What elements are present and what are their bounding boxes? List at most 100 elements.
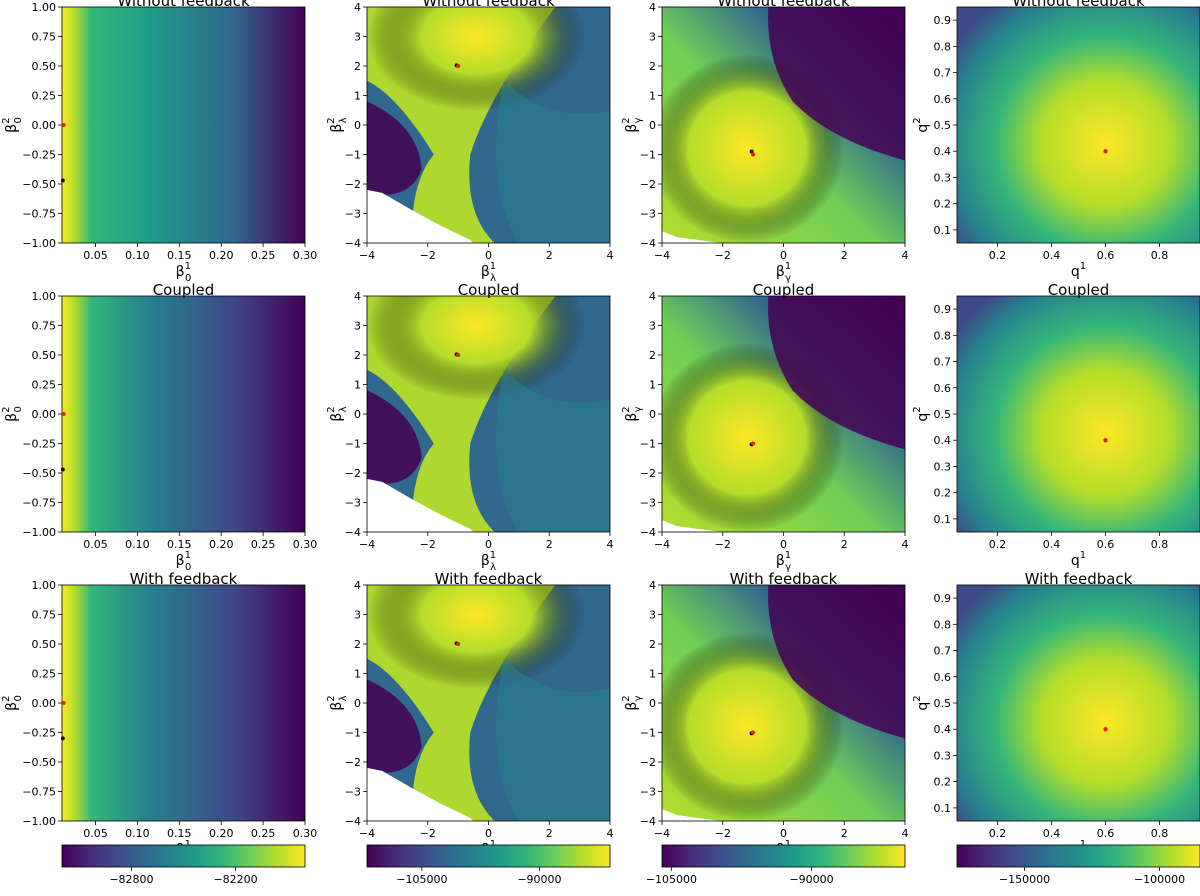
panel-title: Coupled	[753, 281, 815, 299]
x-tick-label: 0	[780, 538, 787, 551]
y-tick-label: 0.25	[32, 668, 57, 681]
x-tick-label: 4	[607, 827, 614, 840]
true-point	[1103, 149, 1108, 154]
x-tick-label: −2	[420, 249, 436, 262]
y-tick-label: 0.8	[934, 618, 952, 631]
y-axis-label: β2γ	[621, 406, 644, 421]
x-tick-label: −2	[420, 538, 436, 551]
y-tick-label: 0.50	[32, 638, 57, 651]
y-tick-label: 4	[354, 290, 361, 303]
y-tick-label: 2	[649, 638, 656, 651]
x-tick-label: −2	[715, 249, 731, 262]
y-tick-label: 4	[354, 579, 361, 592]
y-tick-label: 0.3	[934, 171, 952, 184]
heatmap	[957, 7, 1200, 243]
low-region	[768, 585, 905, 739]
y-tick-label: 3	[649, 609, 656, 622]
y-tick-label: −0.50	[22, 756, 56, 769]
x-tick-label: −2	[715, 538, 731, 551]
colorbar-tick-label: −150000	[999, 873, 1050, 886]
y-tick-label: −2	[640, 178, 656, 191]
panel-title: With feedback	[435, 570, 543, 588]
x-axis-label: q1	[1071, 550, 1086, 569]
y-tick-label: −1	[640, 149, 656, 162]
panel-r1-c3: Coupled 0.2 0.4 0.6 0.8 0.1 0.2 0.3 0.4 0.5 0.6 0.7…	[912, 281, 1200, 569]
x-tick-label: 0.20	[209, 249, 234, 262]
panel-r0-c3: Without feedback 0.2 0.4 0.6 0.8 0.1 0.2 0.3 0.4…	[912, 0, 1200, 280]
colorbar-tick-label: −105000	[646, 873, 697, 886]
low-region	[367, 679, 422, 773]
true-point	[1103, 727, 1108, 732]
y-axis-label: β2λ	[326, 695, 349, 710]
panel-r1-c0: Coupled 0.05 0.10 0.15 0.20 0.25 0.30 −1.00 −0.7…	[1, 281, 317, 573]
x-tick-label: 0.2	[989, 538, 1007, 551]
colorbar-tick-label: −90000	[517, 873, 561, 886]
low-region	[768, 7, 905, 161]
y-axis-label: β2γ	[621, 695, 644, 710]
panel-r0-c0: Without feedback 0.05 0.10 0.15 0.20 0.25 0.30…	[1, 0, 317, 284]
y-tick-label: 0.25	[32, 90, 57, 103]
y-tick-label: 0.5	[934, 119, 952, 132]
y-tick-label: −0.75	[22, 208, 56, 221]
y-tick-label: 0.4	[934, 434, 952, 447]
y-tick-label: −1	[640, 438, 656, 451]
y-tick-label: −0.75	[22, 786, 56, 799]
missing-region	[662, 231, 723, 243]
y-tick-label: 0.50	[32, 349, 57, 362]
x-tick-label: 0.8	[1151, 538, 1169, 551]
y-tick-label: −1	[345, 438, 361, 451]
y-axis-label: q2	[912, 117, 931, 132]
y-tick-label: 0	[354, 408, 361, 421]
y-tick-label: 0.3	[934, 749, 952, 762]
x-tick-label: 2	[841, 249, 848, 262]
mid-region	[495, 369, 610, 532]
y-tick-label: 0.3	[934, 460, 952, 473]
y-tick-label: 2	[649, 349, 656, 362]
y-tick-label: 2	[649, 60, 656, 73]
panel-r0-c2: Without feedback −4 −2 0 2 4 −4 −3 −2 −1 0 1 2 3 4 β1 γ β…	[621, 0, 909, 284]
panel-title: Coupled	[153, 281, 215, 299]
heatmap-field	[62, 296, 305, 532]
y-tick-label: 1	[354, 379, 361, 392]
heatmap-field	[957, 585, 1200, 821]
x-tick-label: 0.30	[293, 827, 318, 840]
missing-region	[367, 478, 474, 532]
y-tick-label: 0	[354, 697, 361, 710]
x-tick-label: 0.30	[293, 538, 318, 551]
y-tick-label: −3	[345, 497, 361, 510]
x-tick-label: 0.10	[125, 538, 150, 551]
y-tick-label: −3	[345, 786, 361, 799]
true-point	[456, 64, 461, 68]
y-tick-label: 0	[649, 697, 656, 710]
missing-region	[662, 520, 723, 532]
y-tick-label: −3	[640, 497, 656, 510]
y-tick-label: −1.00	[22, 237, 56, 250]
y-tick-label: −2	[345, 467, 361, 480]
x-tick-label: −2	[420, 827, 436, 840]
y-tick-label: −4	[345, 815, 361, 828]
y-tick-label: 1	[649, 379, 656, 392]
x-tick-label: 0.25	[251, 538, 276, 551]
y-tick-label: 0.75	[32, 31, 57, 44]
x-axis-label: q1	[1071, 261, 1086, 280]
y-tick-label: −0.25	[22, 727, 56, 740]
colorbar-gradient	[956, 844, 1200, 868]
y-tick-label: −1	[345, 727, 361, 740]
y-tick-label: 0	[649, 119, 656, 132]
x-tick-label: 4	[607, 249, 614, 262]
panel-title: With feedback	[130, 570, 238, 588]
colorbar-tick-label: −100000	[1134, 873, 1185, 886]
y-tick-label: 3	[354, 31, 361, 44]
x-tick-label: 0.10	[125, 249, 150, 262]
panel-title: Coupled	[458, 281, 520, 299]
y-axis-label: β2γ	[621, 117, 644, 132]
y-tick-label: −1	[345, 149, 361, 162]
x-tick-label: 0.05	[83, 827, 108, 840]
colorbar-tick-label: −105000	[396, 873, 447, 886]
y-tick-label: −1	[640, 727, 656, 740]
